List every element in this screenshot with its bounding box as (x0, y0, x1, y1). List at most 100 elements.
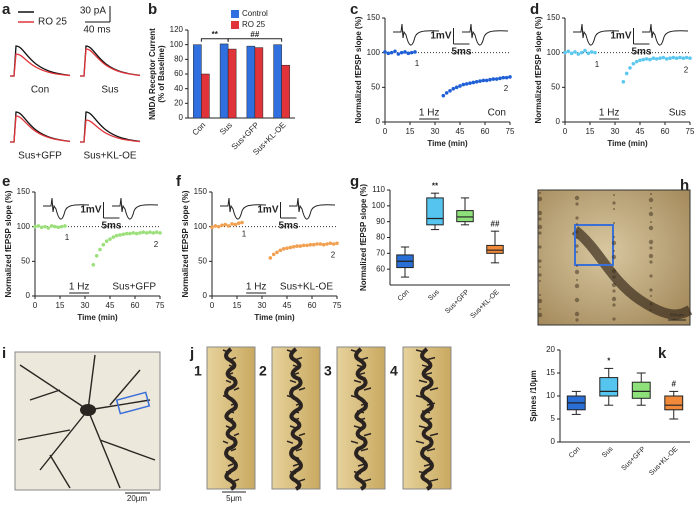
data-point (111, 235, 116, 239)
scale-label: 1mV (80, 205, 101, 216)
speckle (649, 274, 653, 278)
data-point (101, 242, 106, 247)
spine (426, 356, 436, 361)
data-point (668, 56, 672, 61)
spine (292, 417, 300, 422)
panel-letter: f (176, 173, 182, 190)
data-point (403, 50, 407, 54)
data-point (154, 230, 159, 235)
spine (289, 379, 297, 384)
speckle (648, 253, 654, 259)
data-point (328, 241, 333, 246)
y-tick-label: 150 (194, 187, 208, 196)
box (456, 210, 474, 223)
speckle (613, 222, 615, 224)
panel-letter: c (350, 1, 358, 18)
significance-label: ** (432, 181, 439, 190)
spine (230, 402, 237, 406)
speckle (538, 231, 542, 235)
annotation: Con (488, 108, 506, 119)
image-label: 3 (324, 363, 332, 379)
speckle (574, 269, 580, 275)
spine (350, 349, 359, 353)
spine (298, 387, 306, 391)
speckle (575, 318, 579, 322)
y-tick-label: 90 (376, 217, 385, 226)
annotation: 2 (331, 250, 336, 259)
speckle (611, 240, 617, 246)
x-tick-label: 0 (210, 301, 215, 310)
speckle (648, 239, 654, 245)
data-point (138, 231, 142, 235)
annotation: 1 (65, 233, 70, 242)
annotation: 1 Hz (246, 282, 267, 293)
data-point (33, 224, 37, 229)
box (426, 197, 444, 226)
data-point (389, 50, 394, 55)
bar (254, 47, 264, 119)
data-point (484, 78, 489, 83)
spine (360, 402, 369, 406)
spine (357, 463, 366, 467)
data-point (335, 241, 339, 246)
data-point (63, 224, 67, 228)
x-tick-label: 60 (481, 127, 490, 136)
spine (292, 410, 300, 414)
x-tick-label: Con (397, 289, 411, 303)
data-point (134, 231, 139, 236)
data-point (481, 78, 486, 83)
current-trace (80, 48, 141, 77)
spine (418, 425, 428, 429)
speckle (537, 312, 543, 318)
spine (295, 402, 303, 406)
x-axis-label: Time (min) (607, 139, 648, 148)
current-trace (10, 53, 71, 77)
data-point (104, 239, 109, 244)
spine (222, 349, 229, 353)
data-point (583, 48, 587, 53)
current-trace (10, 115, 71, 143)
data-point (461, 82, 466, 87)
bar (281, 64, 290, 119)
data-point (383, 50, 387, 54)
speckle (613, 236, 615, 238)
panel-letter: b (148, 1, 157, 18)
spine (363, 478, 372, 482)
spine (429, 432, 439, 437)
x-tick-label: 30 (258, 301, 267, 310)
spine (429, 387, 439, 391)
data-point (295, 244, 299, 248)
data-point (114, 233, 119, 238)
data-point (216, 224, 221, 229)
speckle (650, 193, 652, 195)
speckle (574, 311, 580, 317)
data-point (393, 49, 397, 54)
y-axis-label: Normalized fEPSP slope (%) (181, 190, 190, 297)
spine (423, 417, 433, 422)
y-tick-label: 15 (546, 368, 555, 377)
spine (295, 356, 303, 361)
speckle (538, 273, 542, 277)
spine (225, 379, 232, 384)
speckle (650, 207, 652, 209)
data-point (131, 231, 136, 235)
speckle (611, 254, 617, 260)
annotation: 1 (415, 59, 420, 68)
spine (286, 440, 294, 444)
x-tick-label: 60 (131, 301, 140, 310)
annotation: 2 (504, 84, 509, 93)
spine (426, 448, 436, 452)
panel-letter: h (680, 177, 689, 194)
scale-label: 5μm (226, 494, 242, 503)
inset-trace (289, 197, 336, 220)
data-point (240, 220, 244, 225)
speckle (611, 282, 617, 288)
spine (286, 349, 294, 353)
x-tick-label: 15 (233, 301, 242, 310)
dendrite (289, 347, 303, 491)
x-tick-label: 60 (661, 127, 670, 136)
data-point (586, 51, 591, 56)
data-point (664, 57, 669, 61)
data-point (661, 55, 666, 60)
y-tick-label: 100 (367, 48, 381, 57)
